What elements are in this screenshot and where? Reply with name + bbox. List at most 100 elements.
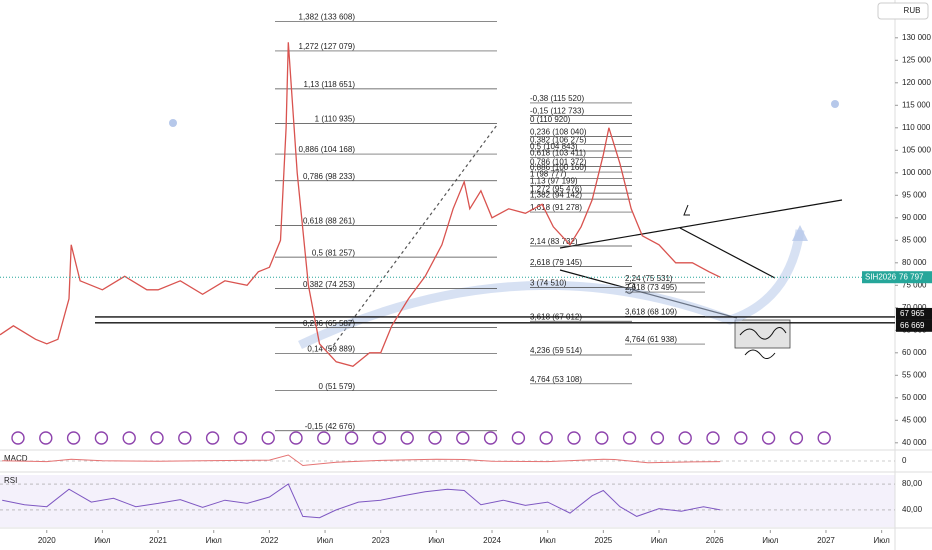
fib-label: 2,24 (75 531)	[625, 274, 673, 283]
x-tick-label: 2020	[38, 536, 56, 545]
event-icon	[178, 431, 192, 445]
event-icon	[344, 431, 359, 445]
event-icon	[622, 431, 637, 445]
fib-label: 0,886 (100 160)	[530, 163, 587, 172]
fib-label: 2,14 (83 732)	[530, 237, 578, 246]
event-icon	[567, 431, 581, 445]
event-icon	[289, 431, 303, 445]
event-icon	[761, 431, 776, 445]
y-tick-label: 100 000	[902, 168, 931, 177]
event-icon	[11, 431, 25, 445]
x-tick-label: 2021	[149, 536, 167, 545]
x-tick-label: Июл	[874, 536, 891, 545]
fib-label: 1,13 (97 199)	[530, 177, 578, 186]
y-tick-label: 45 000	[902, 415, 927, 424]
event-icon	[734, 431, 748, 445]
x-tick-label: 2025	[594, 536, 612, 545]
level-label: 66 669	[900, 321, 925, 330]
fib-label: 1,382 (94 142)	[530, 190, 582, 199]
event-icon	[456, 431, 470, 445]
y-tick-label: 120 000	[902, 78, 931, 87]
currency-box[interactable]	[877, 2, 929, 20]
y-tick-label: 110 000	[902, 123, 931, 132]
fib-label: -0,15 (112 733)	[530, 107, 584, 116]
x-tick-label: Июл	[206, 536, 223, 545]
fib-label: 1,13 (118 651)	[304, 80, 356, 89]
y-tick-label: 50 000	[902, 393, 927, 402]
event-icon	[650, 431, 665, 445]
price-tag	[862, 271, 932, 284]
x-tick-label: 2024	[483, 536, 501, 545]
fib-label: 3 (74 510)	[530, 279, 567, 288]
fib-label: 0,382 (106 275)	[530, 136, 587, 145]
x-tick-label: Июл	[540, 536, 557, 545]
y-tick-label: 85 000	[902, 235, 927, 244]
event-icon	[122, 431, 136, 445]
fib-label: 4,764 (53 108)	[530, 375, 582, 384]
fib-label: 4,236 (59 514)	[530, 346, 582, 355]
fib-label: -0,15 (42 676)	[305, 422, 356, 431]
fib-label: 0,886 (104 168)	[299, 145, 356, 154]
macd-title: MACD	[4, 454, 28, 463]
fib-label: 1,272 (95 476)	[530, 184, 582, 193]
event-icon	[66, 431, 81, 445]
y-tick-label: 115 000	[902, 100, 931, 109]
event-icon	[789, 431, 804, 445]
fib-label: 2,618 (79 145)	[530, 258, 582, 267]
y-tick-label: 90 000	[902, 213, 927, 222]
y-tick-label: 105 000	[902, 145, 931, 154]
fib-label: 0,5 (104 843)	[530, 142, 578, 151]
price-line	[0, 42, 721, 368]
rsi-tick-label: 80,00	[902, 479, 923, 488]
level-label: 67 965	[900, 309, 925, 318]
fib-label: 0,786 (101 372)	[530, 158, 587, 167]
fib-label: 0,382 (74 253)	[303, 280, 355, 289]
y-tick-label: 60 000	[902, 348, 927, 357]
y-tick-label: 80 000	[902, 258, 927, 267]
forecast-arrow	[298, 229, 805, 350]
fib-label: 1 (98 777)	[530, 169, 567, 178]
fib-label: 0 (51 579)	[319, 382, 356, 391]
level-tag	[896, 307, 932, 320]
event-icon	[261, 431, 275, 445]
fib-label: 0,618 (88 261)	[303, 217, 355, 226]
x-tick-label: 2022	[260, 536, 278, 545]
arrow-head	[792, 225, 808, 241]
event-icon	[205, 431, 220, 445]
event-icon	[539, 431, 553, 445]
series-name: SIH2026	[865, 272, 897, 281]
macd-tick-label: 0	[902, 456, 907, 465]
fib-label: 0,236 (108 040)	[530, 128, 587, 137]
event-icon	[39, 431, 53, 445]
trend-drawings	[329, 124, 843, 359]
last-price: 76 797	[899, 272, 924, 281]
x-tick-label: Июл	[428, 536, 445, 545]
fib-label: 2,618 (73 495)	[625, 283, 677, 292]
event-icon	[94, 431, 109, 445]
x-tick-label: 2027	[817, 536, 835, 545]
x-tick-label: 2023	[372, 536, 390, 545]
x-tick-label: Июл	[317, 536, 334, 545]
x-tick-label: Июл	[651, 536, 668, 545]
rsi-pane	[0, 475, 895, 527]
y-tick-label: 95 000	[902, 190, 927, 199]
fib-label: 1,272 (127 079)	[299, 42, 356, 51]
macd-line	[2, 454, 721, 467]
y-tick-label: 125 000	[902, 55, 931, 64]
rsi-line	[2, 483, 721, 519]
event-icon	[817, 431, 831, 445]
fib-label: 0,786 (98 233)	[303, 172, 355, 181]
fib-label: 1,618 (91 278)	[530, 203, 582, 212]
marker	[169, 119, 177, 127]
fib-label: 0,618 (103 411)	[530, 149, 586, 158]
event-icon	[511, 431, 526, 445]
x-tick-label: Июл	[94, 536, 111, 545]
event-icon	[372, 431, 387, 445]
y-tick-label: 55 000	[902, 370, 927, 379]
x-tick-label: Июл	[762, 536, 779, 545]
event-icon	[678, 431, 692, 445]
y-tick-label: 130 000	[902, 33, 931, 42]
y-tick-label: 70 000	[902, 303, 927, 312]
currency: RUB	[904, 6, 921, 15]
